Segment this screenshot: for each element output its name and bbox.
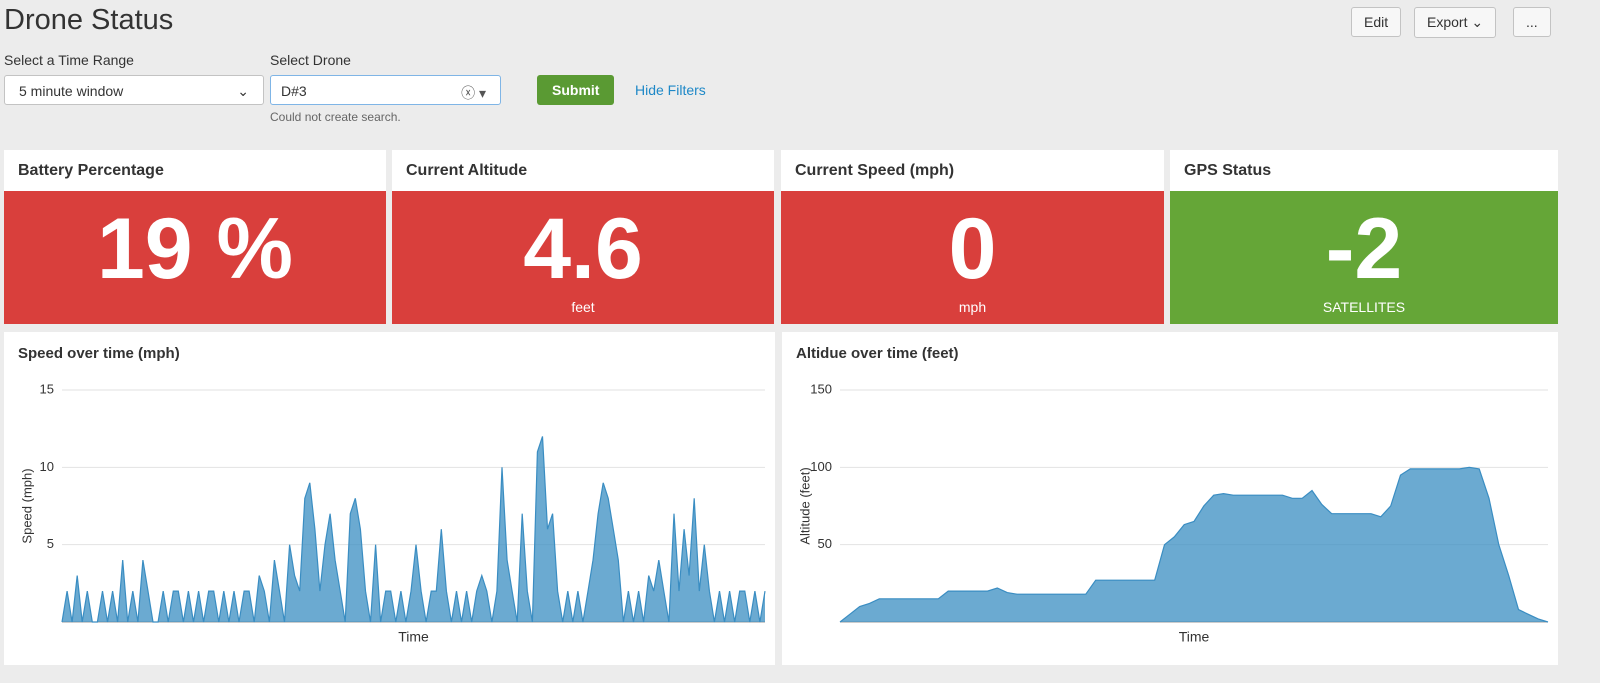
big-value: 0 [948, 201, 997, 297]
line [61, 436, 766, 623]
chart-title: Speed over time (mph) [18, 345, 180, 362]
panel-body: -2 SATELLITES [1170, 191, 1558, 324]
y-tick-label: 10 [40, 459, 54, 474]
area [840, 467, 1548, 622]
area [62, 436, 765, 622]
time-range-select[interactable]: 5 minute window ⌄ [4, 75, 264, 105]
export-button[interactable]: Export ⌄ [1414, 7, 1497, 38]
single-panel: Current Speed (mph) 0 mph [781, 150, 1164, 324]
chart-title: Altidue over time (feet) [796, 345, 959, 362]
panel-body: 4.6 feet [392, 191, 774, 324]
panel-title: Current Altitude [392, 150, 774, 191]
line [839, 466, 1549, 623]
page-title: Drone Status [4, 4, 174, 36]
value-unit: mph [958, 299, 987, 315]
time-range-label: Select a Time Range [4, 52, 134, 68]
big-value: -2 [1325, 201, 1403, 297]
panel-title: Current Speed (mph) [781, 150, 1164, 191]
big-value: 19 [96, 201, 193, 297]
y-tick-label: 150 [810, 381, 832, 396]
single-panel: Current Altitude 4.6 feet [392, 150, 774, 324]
panel-body: 19 % [4, 191, 386, 324]
speed-chart: Speed over time (mph) Speed (mph) Time 5 10 1… [4, 332, 775, 665]
value-suffix: % [216, 201, 294, 297]
submit-button[interactable]: Submit [537, 75, 615, 105]
time-range-value: 5 minute window [19, 83, 124, 99]
y-tick-label: 100 [810, 459, 832, 474]
single-panel: Battery Percentage 19 % [4, 150, 386, 324]
edit-button[interactable]: Edit [1351, 7, 1402, 37]
y-tick-label: 15 [40, 381, 54, 396]
big-value-row: 0 [781, 191, 1164, 299]
panel-title: Battery Percentage [4, 150, 386, 191]
single-panel: GPS Status -2 SATELLITES [1170, 150, 1558, 324]
big-value-row: 19 % [4, 191, 386, 299]
drone-value: D#3 [281, 83, 307, 99]
big-value-row: -2 [1170, 191, 1558, 299]
drone-label: Select Drone [270, 52, 351, 68]
drone-input[interactable]: D#3 ⓧ ▾ [270, 75, 501, 105]
altitude-chart: Altidue over time (feet) Altitude (feet) T… [782, 332, 1558, 665]
panel-body: 0 mph [781, 191, 1164, 324]
panel-title: GPS Status [1170, 150, 1558, 191]
export-label: Export [1427, 14, 1468, 30]
big-value: 4.6 [523, 201, 643, 297]
value-unit: feet [571, 299, 595, 315]
drone-message: Could not create search. [270, 110, 401, 124]
hide-filters-link[interactable]: Hide Filters [635, 82, 706, 98]
more-button[interactable]: ... [1513, 7, 1551, 37]
x-axis-label: Time [398, 629, 429, 645]
value-unit: SATELLITES [1322, 299, 1406, 315]
x-axis-label: Time [1179, 629, 1210, 645]
y-tick-label: 5 [47, 536, 54, 551]
big-value-row: 4.6 [392, 191, 774, 299]
y-axis-label: Speed (mph) [19, 468, 34, 543]
y-axis-label: Altitude (feet) [797, 467, 812, 544]
y-tick-label: 50 [818, 536, 832, 551]
